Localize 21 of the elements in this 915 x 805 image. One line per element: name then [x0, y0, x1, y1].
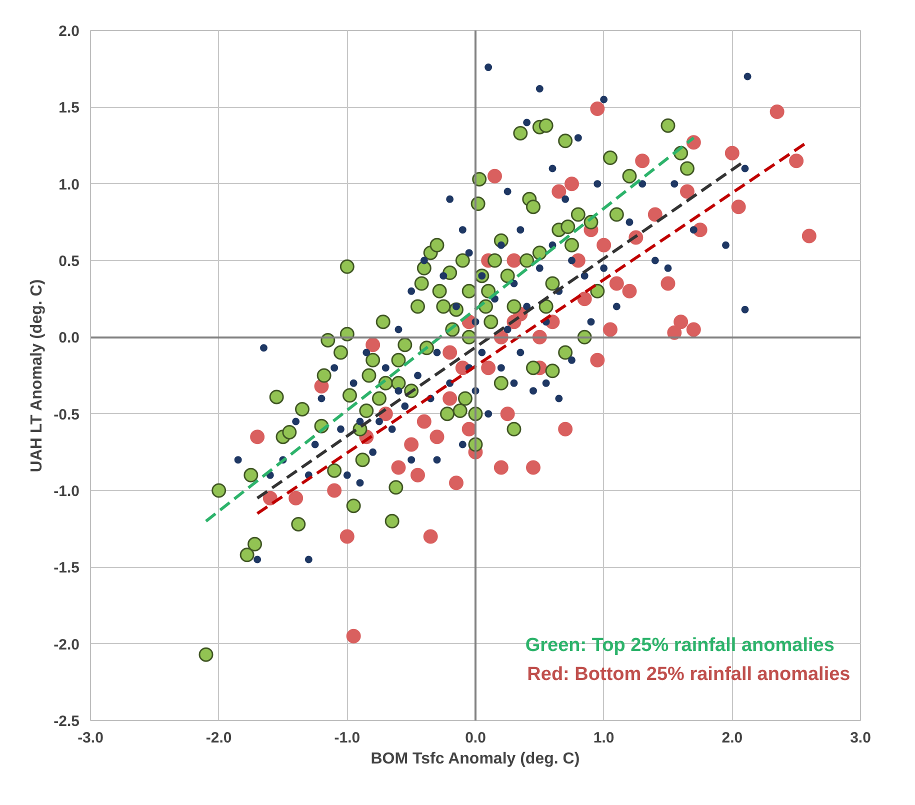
annotation: Red: Bottom 25% rainfall anomalies	[527, 664, 850, 686]
x-axis-title: BOM Tsfc Anomaly (deg. C)	[370, 750, 580, 768]
y-tick-label: -2.5	[54, 713, 80, 730]
x-tick-label: 1.0	[593, 730, 614, 746]
y-tick-label: 2.0	[58, 23, 80, 40]
y-axis-title: UAH LT Anomaly (deg. C)	[28, 279, 46, 472]
y-tick-label: 1.5	[58, 100, 80, 117]
x-tick-label: -2.0	[206, 730, 232, 746]
y-tick-label: 0.0	[58, 330, 80, 347]
y-tick-label: -0.5	[54, 406, 80, 424]
x-tick-label: -1.0	[334, 730, 360, 746]
annotation: Green: Top 25% rainfall anomalies	[525, 635, 834, 656]
x-tick-label: 3.0	[850, 730, 871, 746]
x-tick-label: -3.0	[78, 730, 104, 746]
y-tick-label: 1.0	[58, 176, 80, 194]
y-tick-label: -2.0	[54, 636, 80, 654]
y-tick-label: 0.5	[58, 253, 80, 270]
y-tick-label: -1.0	[54, 483, 80, 500]
x-tick-label: 2.0	[722, 730, 743, 746]
x-tick-label: 0.0	[465, 730, 486, 746]
y-tick-label: -1.5	[54, 560, 80, 577]
